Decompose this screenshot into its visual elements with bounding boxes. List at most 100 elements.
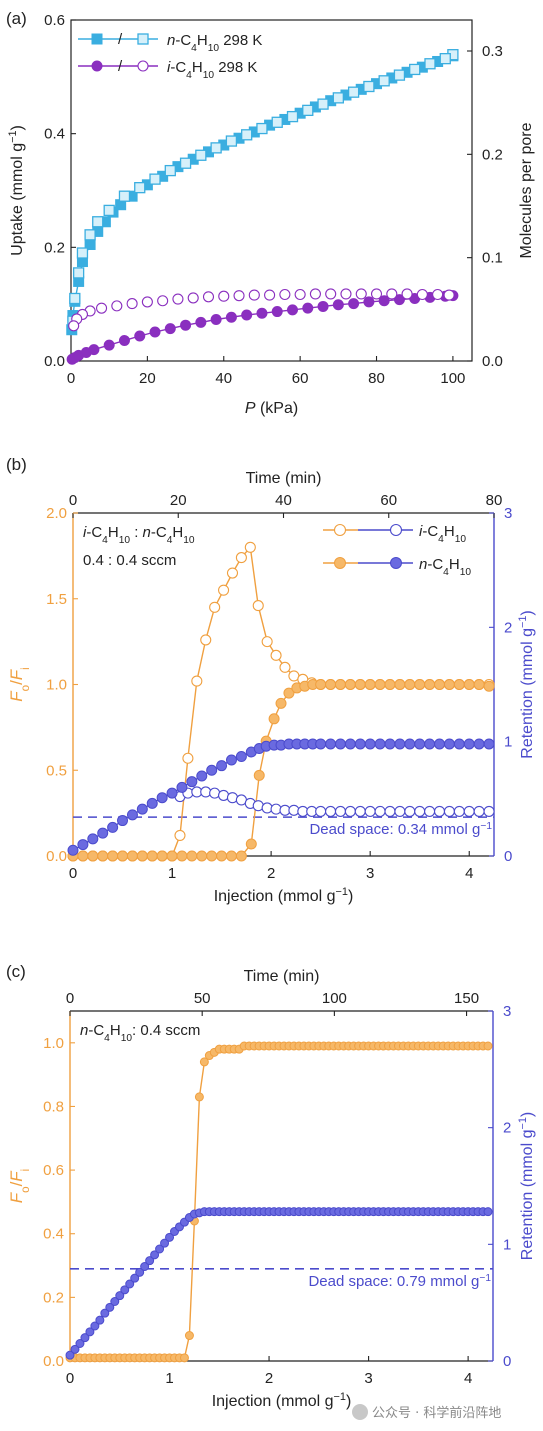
panel-b-top-tick-label: 80	[486, 492, 503, 509]
panel-a-series-4	[68, 288, 455, 332]
panel-a-data-point	[118, 335, 130, 347]
panel-b-data-point	[374, 805, 386, 817]
panel-c-panel-label: (c)	[6, 962, 26, 981]
panel-b-y-left-tick-label: 0.5	[46, 762, 67, 779]
panel-a-data-point	[363, 80, 375, 93]
panel-a-data-point	[241, 309, 253, 321]
panel-b-data-point	[166, 787, 178, 799]
panel-b-xlabel: Injection (mmol g−1)	[214, 886, 354, 905]
panel-a-legend-slash: /	[118, 31, 123, 48]
panel-b-data-point	[253, 769, 265, 781]
panel-b-data-point	[414, 738, 426, 750]
panel-a-data-point	[256, 307, 268, 319]
panel-b-y-left-tick-label: 0.0	[46, 848, 67, 865]
panel-b-series-2	[67, 679, 495, 862]
panel-a-data-point	[210, 142, 222, 154]
panel-b-data-point	[77, 839, 89, 851]
panel-b-data-point	[279, 661, 291, 673]
panel-a-legend-label: n-C4H10 298 K	[167, 32, 262, 54]
panel-a-data-point	[325, 288, 337, 300]
panel-b-data-point	[283, 687, 295, 699]
panel-a-ylabel-left: Uptake (mmol g−1)	[7, 125, 26, 256]
panel-c-data-point	[140, 1262, 150, 1271]
panel-a-data-point	[164, 164, 176, 177]
panel-b-data-point	[200, 634, 212, 646]
panel-a-data-point	[363, 296, 375, 308]
panel-b-data-point	[235, 552, 247, 564]
panel-a-data-point	[103, 339, 115, 351]
panel-b-data-point	[404, 679, 416, 690]
panel-b-data-point	[364, 679, 376, 690]
panel-b-y-left-tick-label: 1.0	[46, 677, 67, 694]
panel-b-data-point	[453, 679, 465, 690]
panel-b-data-point	[191, 675, 203, 687]
panel-b-data-point	[334, 738, 346, 750]
panel-b-data-point	[225, 754, 237, 766]
panel-b-y-right-tick-label: 2	[504, 619, 512, 636]
panel-b-data-point	[473, 738, 485, 750]
panel-c-y-right-tick-label: 3	[503, 1003, 511, 1020]
panel-a-y-right-tick-label: 0.3	[482, 43, 503, 60]
panel-c-y-left-tick-label: 0.2	[43, 1289, 64, 1306]
panel-b-data-point	[261, 636, 273, 648]
panel-b-data-point	[325, 738, 337, 750]
panel-b-data-point	[453, 738, 465, 750]
panel-b-data-point	[97, 827, 109, 839]
panel-c-top-tick-label: 0	[66, 990, 74, 1007]
panel-b-data-point	[196, 770, 208, 782]
panel-b-data-point	[176, 850, 188, 862]
panel-a-data-point	[271, 116, 283, 128]
panel-a-data-point	[348, 298, 360, 310]
panel-a-data-point	[264, 289, 276, 301]
panel-a-data-point	[195, 149, 207, 161]
panel-a-x-tick-label: 80	[368, 370, 385, 387]
panel-c-top-tick-label: 50	[194, 990, 211, 1007]
panel-a-data-point	[256, 122, 268, 135]
panel-a-y-left-tick-label: 0.4	[44, 126, 65, 143]
panel-c-x-tick-label: 4	[464, 1370, 472, 1387]
panel-b-data-point	[473, 679, 485, 690]
panel-a-data-point	[103, 204, 115, 217]
panel-b-annotation: i-C4H10 : n-C4H10	[83, 524, 195, 546]
panel-a-x-tick-label: 0	[67, 370, 75, 387]
panel-a-data-point	[76, 247, 89, 259]
panel-c-data-point	[194, 1092, 204, 1102]
panel-b-data-point	[252, 600, 264, 612]
panel-b-data-point	[334, 679, 346, 690]
watermark-text: 公众号 · 科学前沿阵地	[372, 1406, 502, 1421]
panel-a-data-point	[172, 293, 184, 305]
panel-b-data-point	[424, 805, 436, 817]
panel-a-data-point	[443, 289, 455, 301]
panel-b-dead-space-label: Dead space: 0.34 mmol g−1	[309, 821, 492, 839]
panel-a-data-point	[347, 86, 360, 98]
panel-b-data-point	[364, 805, 376, 817]
panel-b-data-point	[483, 805, 495, 817]
panel-a-data-point	[416, 288, 428, 301]
panel-c-y-left-tick-label: 1.0	[43, 1035, 64, 1052]
panel-a-data-point	[157, 295, 169, 307]
panel-a-legend-marker	[91, 60, 103, 72]
panel-b-legend-marker	[390, 557, 402, 569]
panel-b-data-point	[384, 738, 396, 750]
panel-c-ylabel-right: Retention (mmol g−1)	[517, 1112, 536, 1260]
panel-b-x-tick-label: 0	[69, 865, 77, 882]
panel-c-y-right-tick-label: 0	[503, 1353, 511, 1370]
panel-a-data-point	[386, 288, 398, 300]
panel-b-data-point	[334, 805, 347, 817]
panel-b-data-point	[235, 850, 247, 862]
panel-b-data-point	[146, 797, 158, 809]
panel-a-data-point	[302, 302, 314, 314]
panel-c-data-point	[85, 1327, 95, 1337]
panel-b-xlabel-top: Time (min)	[246, 470, 322, 487]
panel-a-series-3	[66, 290, 459, 365]
panel-c-data-point	[160, 1238, 170, 1248]
panel-b-data-point	[424, 679, 436, 690]
panel-b-legend-marker	[389, 523, 403, 537]
panel-b-ylabel-left: Fo/Fi	[7, 667, 32, 702]
panel-a-data-point	[96, 302, 108, 314]
panel-c-data-point	[483, 1207, 493, 1217]
panel-b-y-left-tick-label: 1.5	[46, 591, 67, 608]
panel-a-data-point	[393, 69, 406, 81]
panel-b-data-point	[325, 679, 337, 690]
panel-b-data-point	[443, 679, 455, 690]
